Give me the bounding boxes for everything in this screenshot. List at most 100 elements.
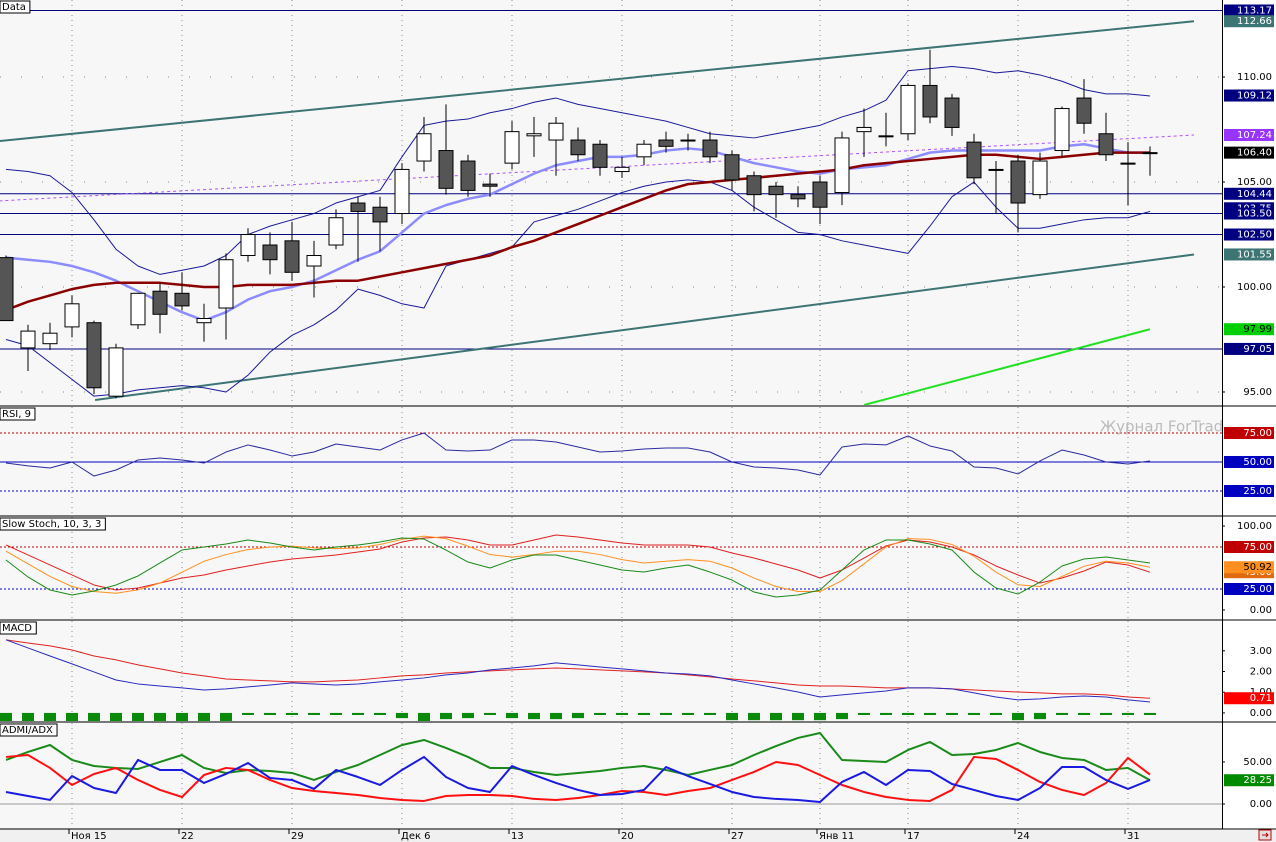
price-marker-label: 28.25 — [1243, 775, 1272, 786]
candle-body — [306, 255, 322, 267]
histogram-bar — [572, 712, 584, 719]
trendline — [94, 253, 1195, 401]
candle-body — [1054, 108, 1070, 152]
price-marker-box — [1224, 187, 1274, 200]
candle-body — [724, 154, 740, 181]
pane-bg — [0, 621, 1222, 721]
candle-body — [944, 97, 960, 128]
candle-body — [1076, 97, 1092, 124]
histogram-bar — [528, 712, 540, 720]
histogram-bar — [374, 712, 386, 715]
candle-body — [372, 206, 388, 223]
histogram-bar — [44, 712, 56, 721]
histogram-bar — [176, 712, 188, 721]
y-tick-label: 0.00 — [1250, 708, 1272, 719]
histogram-bar — [726, 712, 738, 721]
candle-body — [922, 84, 938, 118]
trendline — [0, 20, 1195, 143]
histogram-bar — [22, 712, 34, 721]
price-marker-label: 107.24 — [1237, 130, 1272, 141]
pane-bg — [0, 0, 1222, 405]
histogram-bar — [902, 712, 914, 715]
histogram-bar — [1144, 712, 1156, 715]
histogram-bar — [242, 712, 254, 715]
candle-body — [108, 347, 124, 397]
candle-body — [0, 257, 14, 322]
candle-body — [834, 137, 850, 194]
histogram-bar — [110, 712, 122, 721]
price-marker-box — [1224, 561, 1274, 574]
candle-body — [790, 194, 806, 200]
indicator-line — [5, 432, 1151, 477]
histogram-bar — [330, 712, 342, 715]
histogram-bar — [1122, 712, 1134, 715]
indicator-line — [5, 754, 1151, 802]
watermark: Журнал ForTrader.ru — [1100, 418, 1258, 436]
candle-body — [636, 143, 652, 158]
pane-title: ADMI/ADX — [2, 725, 53, 736]
price-marker-box — [1224, 583, 1274, 596]
y-tick-label: 100.00 — [1237, 282, 1272, 293]
candle-body — [592, 143, 608, 168]
histogram-bar — [814, 712, 826, 721]
pane: Журнал ForTrader.ru — [0, 407, 1258, 515]
candle-body — [988, 168, 1004, 171]
x-tick-label: Янв 11 — [819, 831, 854, 842]
y-tick-label: 50.00 — [1243, 757, 1272, 768]
pane-title: MACD — [2, 623, 32, 634]
histogram-bar — [550, 712, 562, 720]
candle-body — [702, 139, 718, 158]
price-marker-label: 101.55 — [1237, 249, 1272, 260]
candle-body — [174, 292, 190, 307]
price-marker-label: 97.05 — [1243, 344, 1272, 355]
candle-body — [570, 139, 586, 156]
histogram-bar — [682, 712, 694, 715]
x-tick-label: 17 — [907, 831, 920, 842]
histogram-bar — [946, 712, 958, 715]
pane-title-box — [0, 0, 31, 14]
price-marker-box — [1224, 426, 1274, 439]
histogram-bar — [1034, 712, 1046, 720]
price-marker-label: 112.66 — [1237, 16, 1272, 27]
candle-body — [350, 202, 366, 212]
pane-title-box — [0, 723, 58, 737]
price-marker-box — [1224, 323, 1274, 336]
histogram-bar — [506, 712, 518, 719]
price-marker-label: 113.17 — [1237, 5, 1272, 16]
y-tick-label: 95.00 — [1243, 387, 1272, 398]
indicator-line — [5, 537, 1151, 598]
indicator-line — [5, 639, 1151, 703]
pane — [0, 723, 1222, 828]
price-marker-label: 0.71 — [1250, 693, 1272, 704]
x-tick-label: 24 — [1017, 831, 1030, 842]
y-tick-label: 0.00 — [1250, 605, 1272, 616]
histogram-bar — [858, 712, 870, 715]
histogram-bar — [462, 712, 474, 719]
candle-body — [658, 139, 674, 147]
histogram-bar — [968, 712, 980, 715]
pane-title: Data — [2, 2, 26, 13]
candle-body — [328, 217, 344, 246]
histogram-bar — [308, 712, 320, 715]
price-marker-box — [1224, 89, 1274, 102]
price-marker-box — [1224, 248, 1274, 261]
pane — [0, 0, 1222, 405]
histogram-bar — [990, 712, 1002, 715]
indicator-line — [5, 179, 1151, 397]
x-tick-label: Дек 6 — [401, 831, 431, 842]
candle-body — [1120, 162, 1136, 165]
candle-body — [548, 122, 564, 141]
candle-body — [262, 244, 278, 261]
histogram-bar — [484, 712, 496, 715]
histogram-bar — [880, 712, 892, 715]
price-marker-label: 50.00 — [1243, 457, 1272, 468]
candle-body — [218, 259, 234, 309]
price-marker-label: 75.00 — [1243, 542, 1272, 553]
candle-body — [460, 160, 476, 191]
price-marker-box — [1224, 692, 1274, 705]
y-tick-label: 2.00 — [1250, 667, 1272, 678]
candle-body — [240, 234, 256, 257]
indicator-line — [5, 151, 1150, 312]
price-marker-label: 75.00 — [1243, 428, 1272, 439]
